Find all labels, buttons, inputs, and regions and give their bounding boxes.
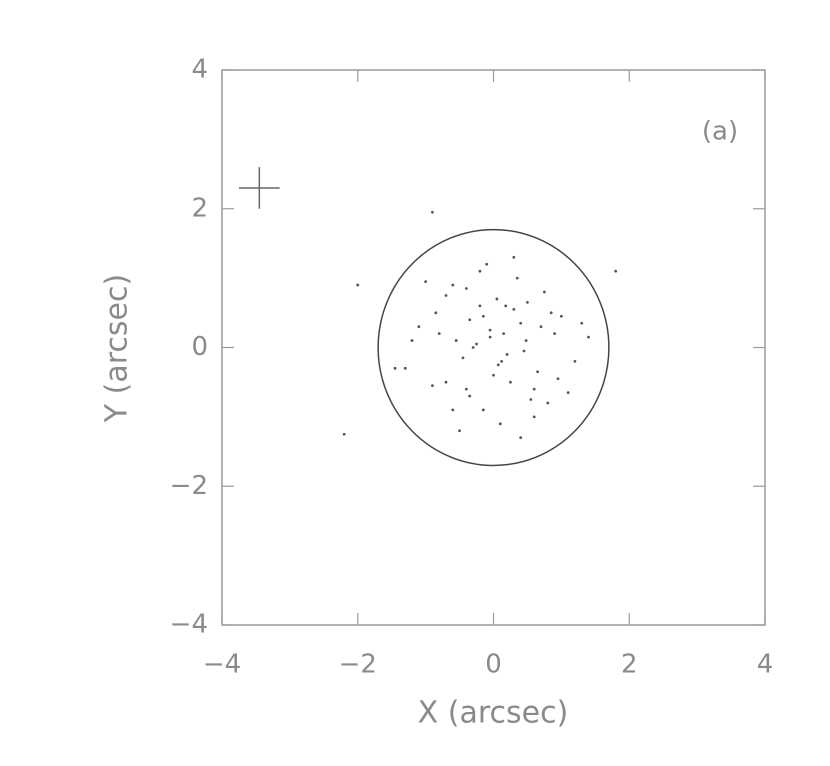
point: [481, 314, 485, 318]
point: [500, 359, 504, 363]
point: [495, 297, 499, 301]
point: [431, 384, 434, 388]
point: [553, 332, 556, 336]
point: [468, 318, 472, 322]
point: [502, 332, 506, 336]
point: [417, 325, 421, 329]
point: [458, 429, 461, 433]
point: [532, 387, 536, 391]
point: [437, 332, 441, 336]
x-tick-label: 0: [485, 650, 502, 680]
point: [512, 307, 516, 311]
point: [614, 269, 618, 273]
point: [539, 325, 543, 329]
point: [519, 321, 523, 325]
point: [532, 415, 536, 419]
point: [524, 339, 528, 342]
point: [468, 394, 472, 398]
point: [509, 380, 512, 384]
point: [505, 353, 509, 356]
point: [485, 262, 489, 266]
point: [573, 359, 577, 363]
y-tick-label: −2: [170, 471, 208, 501]
point: [444, 294, 448, 297]
point: [566, 391, 570, 394]
point: [424, 280, 428, 283]
point: [342, 432, 346, 436]
point: [410, 339, 414, 342]
point: [536, 370, 540, 374]
point: [529, 398, 533, 401]
x-axis-label: X (arcsec): [418, 696, 569, 731]
x-tick-label: 4: [757, 650, 774, 680]
point: [356, 283, 360, 287]
point: [580, 321, 584, 325]
point: [549, 311, 553, 315]
point: [543, 290, 546, 294]
point: [464, 387, 468, 391]
point: [504, 304, 508, 308]
point: [403, 366, 407, 370]
point: [393, 366, 397, 370]
point: [556, 377, 560, 381]
x-tick-label: −4: [203, 650, 241, 680]
point: [461, 356, 465, 360]
point: [522, 349, 526, 353]
point: [464, 287, 468, 290]
y-tick-label: 0: [191, 332, 208, 362]
point: [496, 363, 500, 367]
point: [498, 422, 502, 426]
point: [488, 328, 492, 332]
point: [492, 373, 495, 377]
point: [488, 335, 492, 339]
point: [434, 311, 438, 315]
point: [546, 401, 550, 405]
y-axis-label: Y (arcsec): [100, 274, 135, 423]
point: [512, 255, 516, 259]
point: [471, 346, 475, 349]
y-tick-label: −4: [170, 610, 208, 640]
point: [451, 283, 455, 287]
point: [481, 408, 485, 412]
point: [587, 335, 590, 339]
aperture-circle: [377, 228, 610, 467]
y-tick-label: 4: [191, 55, 208, 85]
point: [431, 210, 434, 214]
point: [478, 269, 482, 273]
point: [454, 339, 458, 342]
point: [444, 380, 448, 384]
plot-frame: [221, 69, 766, 626]
point: [526, 301, 529, 304]
point: [475, 342, 478, 346]
point: [515, 276, 519, 280]
point: [478, 304, 482, 308]
y-tick-label: 2: [191, 193, 208, 223]
point: [519, 436, 523, 440]
x-tick-label: −2: [339, 650, 377, 680]
point: [451, 408, 455, 412]
point: [559, 314, 563, 318]
panel-label: (a): [702, 117, 738, 147]
x-tick-label: 2: [621, 650, 638, 680]
